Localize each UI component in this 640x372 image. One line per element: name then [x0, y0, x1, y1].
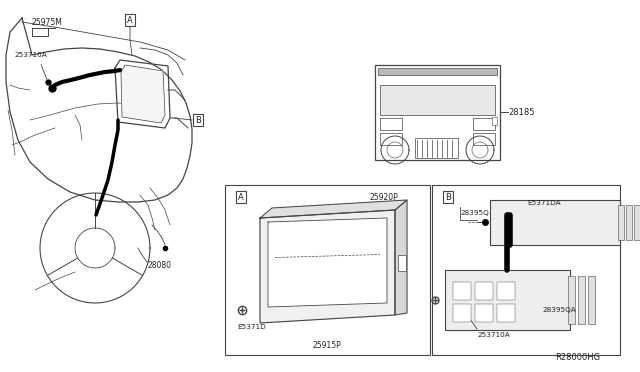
Bar [475, 304, 493, 322]
Bar [578, 276, 585, 324]
Bar [618, 205, 624, 240]
Bar [375, 65, 500, 160]
Text: A: A [238, 192, 244, 202]
Bar [380, 85, 495, 115]
Bar [380, 118, 402, 130]
Polygon shape [268, 218, 387, 307]
Text: 28395Q: 28395Q [460, 210, 489, 216]
Polygon shape [395, 200, 407, 315]
Bar [445, 270, 570, 330]
Bar [626, 205, 632, 240]
Text: 25920P: 25920P [370, 192, 399, 202]
Bar [398, 254, 406, 270]
Bar [588, 276, 595, 324]
Polygon shape [260, 210, 395, 323]
Text: R28000HG: R28000HG [555, 353, 600, 362]
Bar [415, 138, 458, 158]
Bar [225, 185, 430, 355]
Text: B: B [445, 192, 451, 202]
Bar [380, 133, 402, 145]
Bar [497, 304, 515, 322]
Polygon shape [260, 200, 407, 218]
Bar [490, 200, 620, 245]
Bar [634, 205, 640, 240]
Bar [492, 117, 497, 125]
Text: 253710A: 253710A [14, 52, 47, 58]
Text: E5371D: E5371D [237, 324, 266, 330]
Text: E5371DA: E5371DA [527, 200, 561, 206]
Bar [453, 304, 471, 322]
Bar [432, 185, 620, 355]
Polygon shape [121, 65, 165, 123]
Text: 25975M: 25975M [32, 17, 63, 26]
Text: 253710A: 253710A [477, 332, 509, 338]
Bar [473, 133, 495, 145]
Text: B: B [195, 115, 201, 125]
Text: 25915P: 25915P [312, 340, 341, 350]
Bar [568, 276, 575, 324]
Text: 28080: 28080 [148, 260, 172, 269]
Text: 28395QA: 28395QA [542, 307, 576, 313]
Bar [497, 282, 515, 300]
Bar [475, 282, 493, 300]
Text: A: A [127, 16, 133, 25]
Bar [453, 282, 471, 300]
Bar [473, 118, 495, 130]
Text: 28185: 28185 [508, 108, 534, 116]
Bar [378, 68, 497, 75]
